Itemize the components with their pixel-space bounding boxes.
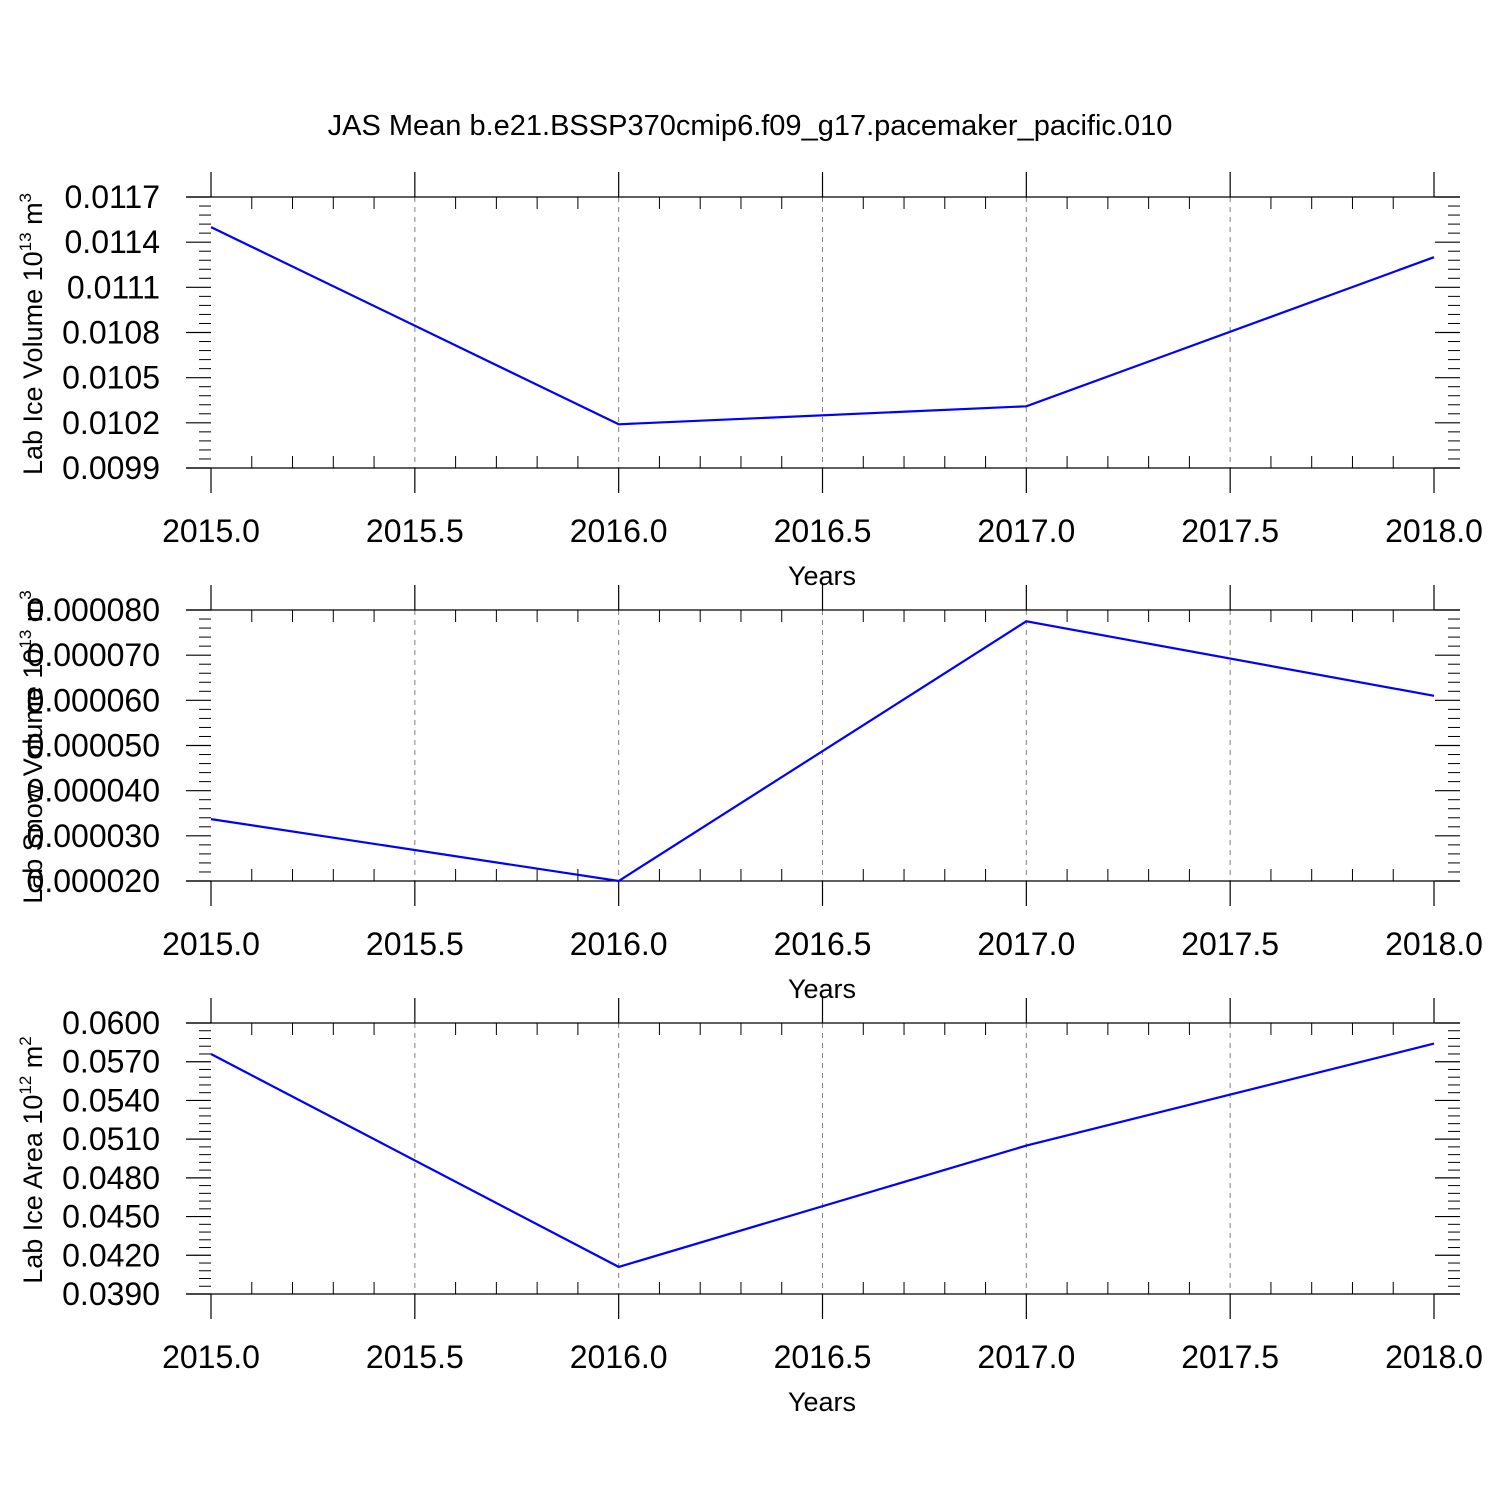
series-line <box>210 1042 1435 1269</box>
y-tick-label: 0.000020 <box>27 863 160 899</box>
y-tick-label: 0.0420 <box>62 1237 160 1273</box>
x-tick-label: 2016.5 <box>774 1339 872 1375</box>
x-tick-label: 2015.5 <box>366 513 464 549</box>
series-line <box>210 226 1435 426</box>
y-tick-label: 0.000030 <box>27 818 160 854</box>
y-tick-label: 0.0540 <box>62 1082 160 1118</box>
y-tick-label: 0.0108 <box>62 315 160 351</box>
y-axis-title: Lab Ice Area 1012 m2 <box>16 1036 48 1284</box>
panels: 2015.0 2015.5 2016.0 2016.5 2017.0 2017.5 2018… <box>16 172 1483 1417</box>
y-tick-label: 0.000040 <box>27 773 160 809</box>
x-tick-label: 2018.0 <box>1385 926 1483 962</box>
series-line <box>210 620 1435 883</box>
x-tick-label: 2018.0 <box>1385 513 1483 549</box>
x-tick-label: 2017.0 <box>977 926 1075 962</box>
panel-1: 2015.0 2015.5 2016.0 2016.5 2017.0 2017.5 2018… <box>16 172 1483 591</box>
y-tick-label: 0.0099 <box>62 450 160 486</box>
x-axis-title: Years <box>788 1387 856 1417</box>
y-tick-label: 0.0510 <box>62 1121 160 1157</box>
x-tick-label: 2015.0 <box>162 513 260 549</box>
panel-3: 2015.0 2015.5 2016.0 2016.5 2017.0 2017.5 2018… <box>16 998 1483 1417</box>
y-tick-label: 0.000050 <box>27 728 160 764</box>
x-tick-label: 2016.0 <box>570 926 668 962</box>
x-tick-label: 2018.0 <box>1385 1339 1483 1375</box>
x-tick-label: 2017.0 <box>977 513 1075 549</box>
y-tick-label: 0.0600 <box>62 1005 160 1041</box>
x-tick-label: 2017.5 <box>1181 1339 1279 1375</box>
y-tick-label: 0.0480 <box>62 1160 160 1196</box>
x-tick-label: 2015.0 <box>162 1339 260 1375</box>
x-tick-label: 2016.5 <box>774 926 872 962</box>
y-tick-label: 0.000060 <box>27 682 160 718</box>
y-tick-label: 0.0570 <box>62 1044 160 1080</box>
y-tick-label: 0.0450 <box>62 1199 160 1235</box>
y-tick-label: 0.0117 <box>65 179 161 215</box>
y-tick-label: 0.0390 <box>62 1276 160 1312</box>
x-tick-label: 2017.5 <box>1181 926 1279 962</box>
figure-title: JAS Mean b.e21.BSSP370cmip6.f09_g17.pace… <box>328 110 1173 142</box>
x-tick-label: 2017.0 <box>977 1339 1075 1375</box>
y-tick-label: 0.000070 <box>27 637 160 673</box>
x-tick-label: 2015.5 <box>366 926 464 962</box>
y-axis-title: Lab Snow Volume 1013 m3 <box>16 590 48 904</box>
y-tick-label: 0.0102 <box>62 405 160 441</box>
y-axis-title: Lab Ice Volume 1013 m3 <box>16 193 48 475</box>
y-tick-label: 0.000080 <box>27 592 160 628</box>
x-tick-label: 2016.5 <box>774 513 872 549</box>
y-tick-label: 0.0105 <box>62 360 160 396</box>
x-tick-label: 2015.0 <box>162 926 260 962</box>
panel-2: 2015.0 2015.5 2016.0 2016.5 2017.0 2017.5 2018… <box>16 585 1483 1004</box>
y-tick-label: 0.0114 <box>65 224 161 260</box>
y-tick-label: 0.0111 <box>67 269 160 305</box>
x-tick-label: 2017.5 <box>1181 513 1279 549</box>
x-tick-label: 2015.5 <box>366 1339 464 1375</box>
x-tick-label: 2016.0 <box>570 513 668 549</box>
x-tick-label: 2016.0 <box>570 1339 668 1375</box>
